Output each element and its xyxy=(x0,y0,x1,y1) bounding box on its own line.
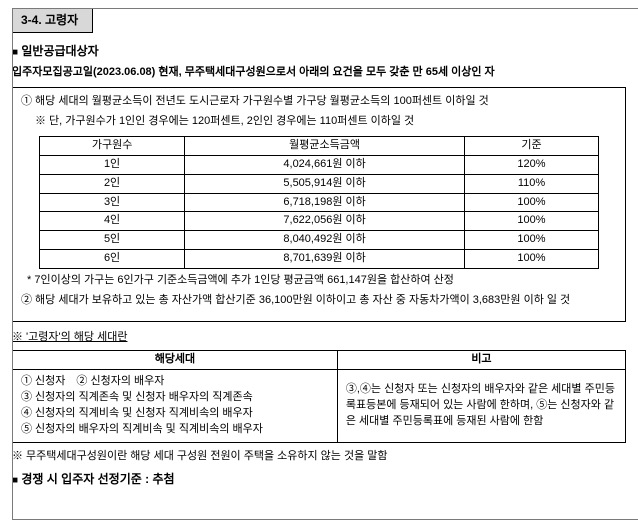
square-bullet-icon: ■ xyxy=(12,47,18,58)
criteria-2: ② 해당 세대가 보유하고 있는 총 자산가액 합산기준 36,100만원 이하… xyxy=(21,293,617,309)
selection-criteria: ■ 경쟁 시 입주자 선정기준 : 추첨 xyxy=(12,471,626,489)
table-cell: 100% xyxy=(464,193,598,212)
table-cell: 4,024,661원 이하 xyxy=(185,155,465,174)
heading-supply-target: ■ 일반공급대상자 xyxy=(12,43,626,61)
table-row: 1인4,024,661원 이하120% xyxy=(39,155,598,174)
table-cell: 1인 xyxy=(39,155,184,174)
table-cell: 7,622,056원 이하 xyxy=(185,212,465,231)
selection-criteria-text: 경쟁 시 입주자 선정기준 : 추첨 xyxy=(21,472,174,486)
table-row: 6인8,701,639원 이하100% xyxy=(39,250,598,269)
table-cell: 100% xyxy=(464,231,598,250)
table-cell: 6인 xyxy=(39,250,184,269)
household-def-table: 해당세대 비고 ① 신청자 ② 신청자의 배우자③ 신청자의 직계존속 및 신청… xyxy=(12,350,626,443)
table-cell: 100% xyxy=(464,212,598,231)
table-row: 3인6,718,198원 이하100% xyxy=(39,193,598,212)
table-cell: 110% xyxy=(464,174,598,193)
table-cell: 120% xyxy=(464,155,598,174)
household-left: ① 신청자 ② 신청자의 배우자③ 신청자의 직계존속 및 신청자 배우자의 직… xyxy=(13,370,338,443)
th-standard: 기준 xyxy=(464,136,598,155)
table-cell: 8,040,492원 이하 xyxy=(185,231,465,250)
th-household: 해당세대 xyxy=(13,351,338,370)
table-cell: 5인 xyxy=(39,231,184,250)
table-row: 4인7,622,056원 이하100% xyxy=(39,212,598,231)
th-income: 월평균소득금액 xyxy=(185,136,465,155)
criteria-1-note: ※ 단, 가구원수가 1인인 경우에는 120퍼센트, 2인인 경우에는 110… xyxy=(21,114,617,130)
table-cell: 3인 xyxy=(39,193,184,212)
square-bullet-icon: ■ xyxy=(12,475,18,486)
table-cell: 5,505,914원 이하 xyxy=(185,174,465,193)
section-tag: 3-4. 고령자 xyxy=(12,8,93,33)
table-row: 5인8,040,492원 이하100% xyxy=(39,231,598,250)
table-row: 2인5,505,914원 이하110% xyxy=(39,174,598,193)
table-cell: 2인 xyxy=(39,174,184,193)
criteria-1: ① 해당 세대의 월평균소득이 전년도 도시근로자 가구원수별 가구당 월평균소… xyxy=(21,94,617,110)
criteria-box: ① 해당 세대의 월평균소득이 전년도 도시근로자 가구원수별 가구당 월평균소… xyxy=(12,87,626,322)
heading-text: 일반공급대상자 xyxy=(21,44,98,58)
table-cell: 4인 xyxy=(39,212,184,231)
eligibility-line: 입주자모집공고일(2023.06.08) 현재, 무주택세대구성원으로서 아래의… xyxy=(12,65,626,81)
no-house-def: ※ 무주택세대구성원이란 해당 세대 구성원 전원이 주택을 소유하지 않는 것… xyxy=(12,449,626,465)
table-footnote: * 7인이상의 가구는 6인가구 기준소득금액에 추가 1인당 평균금액 661… xyxy=(21,273,617,289)
th-remark: 비고 xyxy=(337,351,625,370)
table-cell: 8,701,639원 이하 xyxy=(185,250,465,269)
table-cell: 100% xyxy=(464,250,598,269)
household-def-label: ※ '고령자'의 해당 세대란 xyxy=(12,330,626,346)
th-size: 가구원수 xyxy=(39,136,184,155)
income-table: 가구원수 월평균소득금액 기준 1인4,024,661원 이하120%2인5,5… xyxy=(39,136,599,270)
table-cell: 6,718,198원 이하 xyxy=(185,193,465,212)
household-right: ③,④는 신청자 또는 신청자의 배우자와 같은 세대별 주민등록표등본에 등재… xyxy=(337,370,625,443)
